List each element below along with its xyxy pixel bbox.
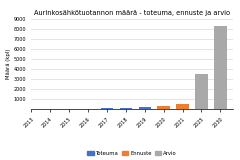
Bar: [138, 107, 151, 109]
Y-axis label: Määrä (kpl): Määrä (kpl): [6, 49, 11, 79]
Bar: [214, 26, 227, 109]
Bar: [101, 108, 113, 109]
Bar: [195, 74, 208, 109]
Bar: [176, 104, 189, 109]
Bar: [157, 106, 170, 109]
Legend: Toteuma, Ennuste, Arvio: Toteuma, Ennuste, Arvio: [85, 149, 179, 158]
Title: Aurinkosähkötuotannon määrä - toteuma, ennuste ja arvio: Aurinkosähkötuotannon määrä - toteuma, e…: [34, 10, 230, 16]
Bar: [120, 108, 132, 109]
